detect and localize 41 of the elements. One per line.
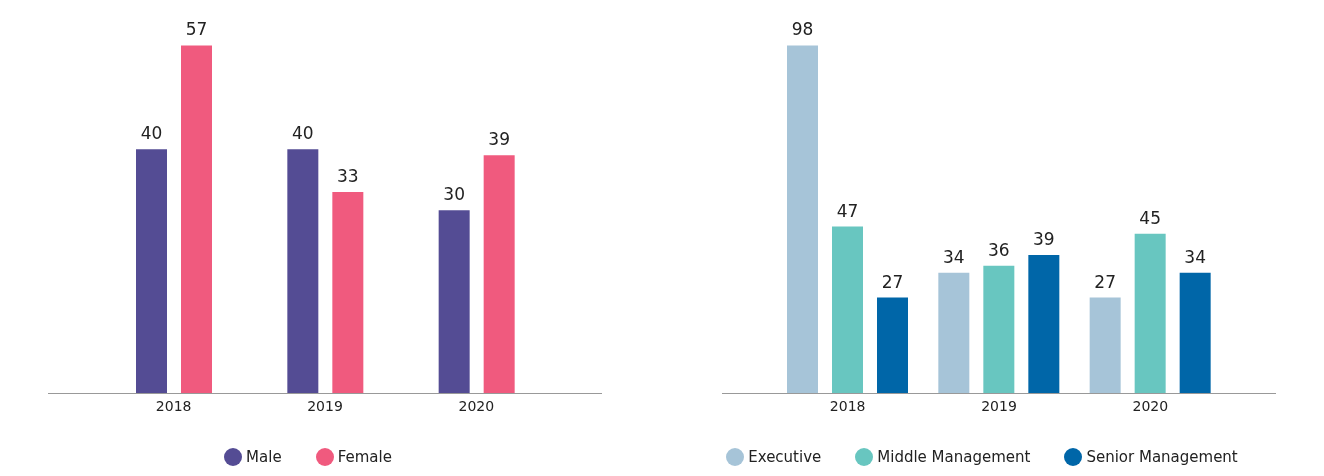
data-label: 40 [140,123,163,144]
bar [983,265,1015,394]
data-label: 98 [791,19,814,40]
data-label: 45 [1139,207,1161,228]
legend-label: Executive [748,447,822,466]
x-tick-label: 2018 [829,398,866,415]
bar [332,191,364,394]
data-label: 34 [1184,246,1206,267]
data-label: 30 [443,184,465,205]
x-tick-label: 2018 [155,398,192,415]
data-label: 40 [292,123,314,144]
bar [832,226,863,394]
legend-label: Female [337,447,392,466]
data-label: 27 [881,271,904,292]
data-label: 39 [488,129,510,150]
bar [136,149,167,394]
data-label: 33 [337,165,359,186]
bar [181,45,212,394]
bar [877,297,908,394]
data-label: 47 [836,200,859,221]
bar [1179,272,1211,394]
x-tick-label: 2020 [1132,398,1169,415]
bar [1134,233,1166,394]
legend-label: Senior Management [1086,447,1238,466]
x-tick-label: 2020 [458,398,495,415]
legend-label: Middle Management [877,447,1031,466]
bar [1028,254,1060,394]
bar [287,149,319,394]
data-label: 39 [1033,228,1055,249]
bar [483,155,515,394]
legend-label: Male [246,447,282,466]
data-label: 57 [185,19,208,40]
data-label: 36 [988,239,1010,260]
x-tick-label: 2019 [307,398,343,415]
bar [787,45,818,394]
bar [1089,297,1121,394]
data-label: 34 [943,246,965,267]
bar [938,272,970,394]
data-label: 27 [1094,271,1116,292]
x-tick-label: 2019 [981,398,1017,415]
bar [438,210,470,394]
